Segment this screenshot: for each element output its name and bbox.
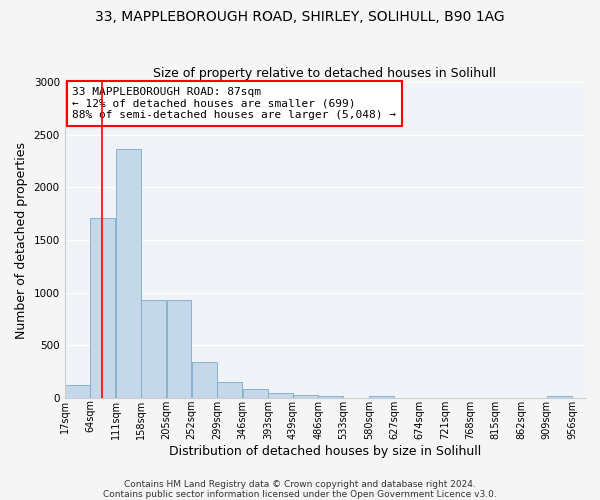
Bar <box>369 396 394 398</box>
Bar <box>141 300 166 398</box>
Bar <box>65 386 90 398</box>
X-axis label: Distribution of detached houses by size in Solihull: Distribution of detached houses by size … <box>169 444 481 458</box>
Bar <box>116 150 140 398</box>
Bar <box>293 395 318 398</box>
Bar <box>217 382 242 398</box>
Bar <box>167 300 191 398</box>
Bar <box>547 396 572 398</box>
Title: Size of property relative to detached houses in Solihull: Size of property relative to detached ho… <box>154 66 496 80</box>
Bar <box>243 388 268 398</box>
Y-axis label: Number of detached properties: Number of detached properties <box>15 142 28 338</box>
Bar <box>268 393 293 398</box>
Text: 33, MAPPLEBOROUGH ROAD, SHIRLEY, SOLIHULL, B90 1AG: 33, MAPPLEBOROUGH ROAD, SHIRLEY, SOLIHUL… <box>95 10 505 24</box>
Bar <box>192 362 217 398</box>
Bar <box>91 218 115 398</box>
Bar <box>319 396 343 398</box>
Text: Contains HM Land Registry data © Crown copyright and database right 2024.
Contai: Contains HM Land Registry data © Crown c… <box>103 480 497 499</box>
Text: 33 MAPPLEBOROUGH ROAD: 87sqm
← 12% of detached houses are smaller (699)
88% of s: 33 MAPPLEBOROUGH ROAD: 87sqm ← 12% of de… <box>73 87 397 120</box>
